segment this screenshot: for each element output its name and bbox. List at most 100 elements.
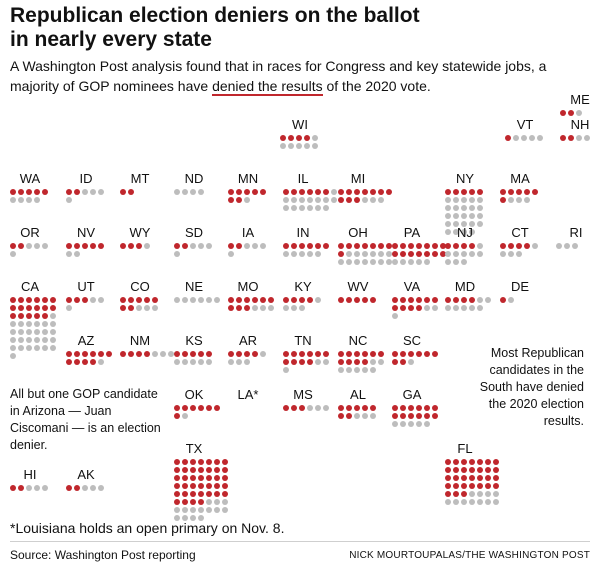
state-pa: PA — [392, 226, 446, 265]
denier-dot — [182, 405, 188, 411]
denier-dot — [18, 189, 24, 195]
non-denier-dot — [260, 351, 266, 357]
non-denier-dot — [485, 499, 491, 505]
denier-dot — [440, 243, 446, 249]
state-il: IL — [283, 172, 337, 211]
denier-dot — [236, 305, 242, 311]
non-denier-dot — [50, 345, 56, 351]
non-denier-dot — [453, 305, 459, 311]
denier-dot — [392, 251, 398, 257]
state-label: IA — [241, 225, 255, 240]
denier-dot — [560, 135, 566, 141]
denier-dot — [445, 459, 451, 465]
non-denier-dot — [244, 243, 250, 249]
denier-dot — [222, 467, 228, 473]
non-denier-dot — [18, 345, 24, 351]
denier-dot — [392, 305, 398, 311]
non-denier-dot — [477, 213, 483, 219]
state-label: HI — [23, 467, 37, 482]
non-denier-dot — [508, 297, 514, 303]
denier-dot — [307, 351, 313, 357]
non-denier-dot — [10, 337, 16, 343]
non-denier-dot — [222, 507, 228, 513]
denier-dot — [280, 135, 286, 141]
denier-dot — [354, 189, 360, 195]
denier-dot — [198, 467, 204, 473]
denier-dot — [222, 475, 228, 481]
denier-dot — [222, 491, 228, 497]
state-label: WA — [19, 171, 41, 186]
denier-dot — [42, 305, 48, 311]
non-denier-dot — [34, 243, 40, 249]
denier-dot — [445, 243, 451, 249]
denier-dot — [469, 483, 475, 489]
arizona-annotation: All but one GOP candidate in Arizona — J… — [10, 387, 161, 452]
denier-dot — [90, 243, 96, 249]
denier-dot — [182, 243, 188, 249]
state-label: KS — [185, 333, 203, 348]
state-ne: NE — [174, 279, 222, 303]
state-ia: IA — [228, 225, 276, 257]
denier-dot — [299, 359, 305, 365]
non-denier-dot — [236, 359, 242, 365]
denier-dot — [362, 297, 368, 303]
denier-dot — [315, 243, 321, 249]
non-denier-dot — [66, 197, 72, 203]
denier-dot — [236, 197, 242, 203]
non-denier-dot — [362, 259, 368, 265]
non-denier-dot — [477, 221, 483, 227]
non-denier-dot — [190, 507, 196, 513]
state-id: ID — [66, 172, 114, 203]
denier-dot — [346, 189, 352, 195]
non-denier-dot — [453, 259, 459, 265]
denier-dot — [291, 297, 297, 303]
non-denier-dot — [477, 491, 483, 497]
denier-dot — [198, 351, 204, 357]
denier-dot — [315, 189, 321, 195]
non-denier-dot — [315, 359, 321, 365]
non-denier-dot — [315, 297, 321, 303]
non-denier-dot — [386, 251, 392, 257]
south-annotation: Most Republican candidates in the South … — [479, 346, 584, 428]
denier-dot — [346, 359, 352, 365]
subtitle-text-start: A Washington Post analysis found that in… — [10, 58, 547, 94]
non-denier-dot — [198, 515, 204, 521]
state-ms: MS — [283, 388, 331, 411]
state-label: NE — [184, 279, 204, 294]
denier-dot — [477, 467, 483, 473]
non-denier-dot — [260, 305, 266, 311]
denier-dot — [445, 189, 451, 195]
state-label: FL — [457, 441, 473, 456]
non-denier-dot — [182, 507, 188, 513]
denier-dot — [400, 351, 406, 357]
state-label: CA — [20, 279, 40, 294]
denier-dot — [82, 359, 88, 365]
denier-dot — [469, 459, 475, 465]
denier-dot — [144, 297, 150, 303]
denier-dot — [469, 475, 475, 481]
denier-dot — [206, 467, 212, 473]
state-label: UT — [77, 279, 95, 294]
non-denier-dot — [331, 189, 337, 195]
state-label: TX — [185, 441, 203, 456]
state-label: NM — [129, 333, 151, 348]
denier-dot — [461, 467, 467, 473]
state-label: NH — [570, 117, 590, 132]
non-denier-dot — [370, 259, 376, 265]
non-denier-dot — [307, 205, 313, 211]
non-denier-dot — [323, 205, 329, 211]
denier-dot — [370, 405, 376, 411]
denier-dot — [26, 313, 32, 319]
non-denier-dot — [453, 229, 459, 235]
denier-dot — [182, 483, 188, 489]
non-denier-dot — [532, 243, 538, 249]
non-denier-dot — [26, 345, 32, 351]
non-denier-dot — [370, 197, 376, 203]
denier-dot — [10, 243, 16, 249]
state-mt: MT — [120, 172, 168, 195]
denier-dot — [182, 467, 188, 473]
state-ak: AK — [66, 468, 114, 491]
denier-dot — [315, 351, 321, 357]
non-denier-dot — [198, 297, 204, 303]
non-denier-dot — [485, 297, 491, 303]
